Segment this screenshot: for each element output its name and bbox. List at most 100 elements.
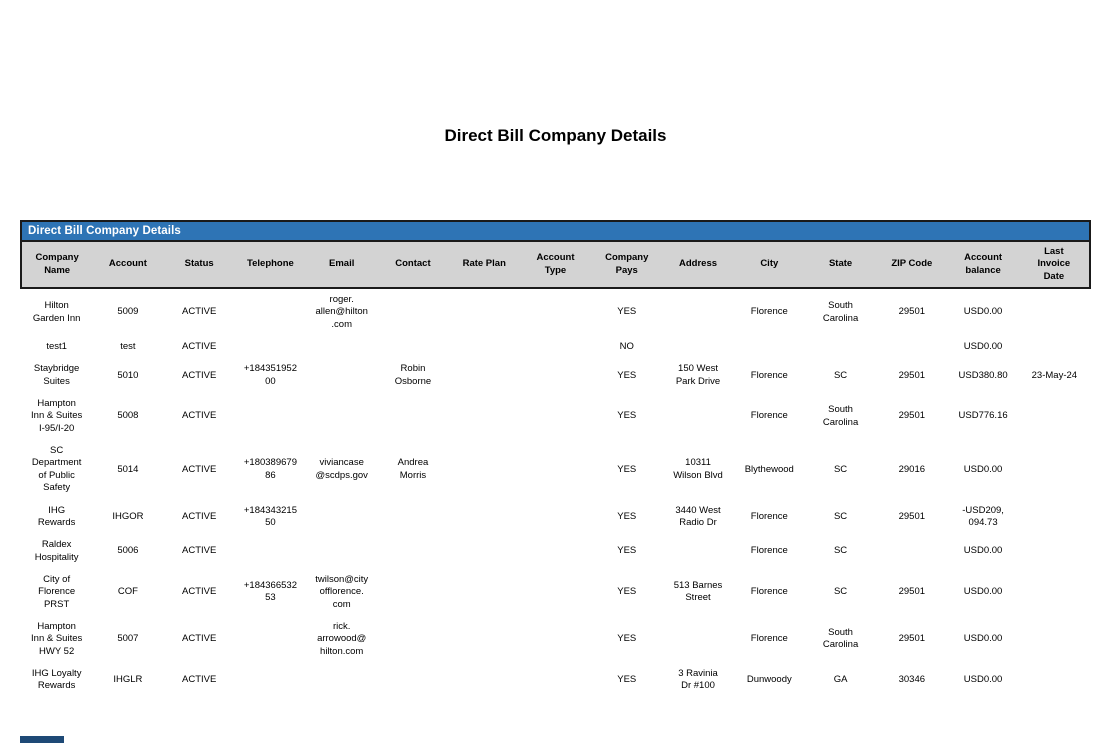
cell-status: ACTIVE [163, 534, 235, 569]
cell-rate_plan [448, 615, 520, 663]
table-row: Staybridge Suites 5010 ACTIVE +184351952 00… [21, 358, 1090, 394]
cell-company_pays: YES [591, 358, 663, 394]
cell-contact [377, 336, 449, 359]
cell-status: ACTIVE [163, 440, 235, 500]
cell-company_name: Hampton Inn & Suites I-95/I-20 [21, 393, 93, 441]
cell-city: Florence [733, 534, 805, 569]
cell-email: roger. allen@hilton .com [306, 288, 378, 337]
column-header-address: Address [662, 239, 734, 290]
cell-account_balance: -USD209, 094.73 [947, 499, 1019, 535]
cell-address [662, 288, 734, 337]
cell-state: SC [804, 534, 877, 569]
cell-account_balance: USD0.00 [947, 662, 1019, 698]
cell-city: Florence [733, 393, 805, 441]
cell-account_balance: USD776.16 [947, 393, 1019, 441]
cell-account: IHGOR [92, 499, 164, 535]
cell-company_pays: YES [591, 393, 663, 441]
cell-contact [377, 499, 449, 535]
cell-last_invoice_date: 23-May-24 [1018, 358, 1090, 394]
cell-rate_plan [448, 534, 520, 569]
cell-account_type [519, 568, 592, 616]
cell-company_pays: YES [591, 499, 663, 535]
cell-account_type [519, 440, 592, 500]
cell-account: 5007 [92, 615, 164, 663]
cell-telephone [234, 288, 307, 337]
cell-status: ACTIVE [163, 358, 235, 394]
cell-telephone: +184366532 53 [234, 568, 307, 616]
cell-state: SC [804, 358, 877, 394]
cell-company_name: Staybridge Suites [21, 358, 93, 394]
cell-city: Florence [733, 358, 805, 394]
table-row: IHG Loyalty Rewards IHGLR ACTIVE YES 3 Ravin… [21, 662, 1090, 698]
cell-rate_plan [448, 288, 520, 337]
cell-status: ACTIVE [163, 393, 235, 441]
cell-status: ACTIVE [163, 288, 235, 337]
cell-city: Blythewood [733, 440, 805, 500]
cell-account_type [519, 534, 592, 569]
cell-rate_plan [448, 440, 520, 500]
cell-last_invoice_date [1018, 393, 1090, 441]
cell-email: viviancase @scdps.gov [306, 440, 378, 500]
cell-address: 10311 Wilson Blvd [662, 440, 734, 500]
table-row: Raldex Hospitality 5006 ACTIVE YES Florence S… [21, 534, 1090, 569]
cell-zip_code [876, 336, 948, 359]
cell-telephone [234, 615, 307, 663]
cell-last_invoice_date [1018, 568, 1090, 616]
cell-company_pays: YES [591, 440, 663, 500]
cell-zip_code: 29501 [876, 393, 948, 441]
table-row: SC Department of Public Safety 5014 ACTIVE… [21, 440, 1090, 500]
cell-email: twilson@city offlorence. com [306, 568, 378, 616]
cell-email [306, 534, 378, 569]
cell-account_type [519, 615, 592, 663]
column-header-account_balance: Account balance [947, 239, 1019, 290]
cell-contact: Robin Osborne [377, 358, 449, 394]
column-header-email: Email [306, 239, 378, 290]
cell-company_name: test1 [21, 336, 93, 359]
cell-rate_plan [448, 568, 520, 616]
column-header-contact: Contact [377, 239, 449, 290]
cell-city [733, 336, 805, 359]
company-details-table: Company Name Account Status Telephone Email C… [19, 239, 1092, 698]
cell-company_pays: YES [591, 534, 663, 569]
cell-account_balance: USD0.00 [947, 534, 1019, 569]
cell-zip_code: 29501 [876, 615, 948, 663]
cell-telephone [234, 336, 307, 359]
cell-account_balance: USD0.00 [947, 288, 1019, 337]
cell-telephone [234, 662, 307, 698]
column-header-zip_code: ZIP Code [876, 239, 948, 290]
cell-email [306, 358, 378, 394]
cell-state [804, 336, 877, 359]
table-title-bar: Direct Bill Company Details [20, 220, 1091, 240]
cell-status: ACTIVE [163, 662, 235, 698]
cell-account: test [92, 336, 164, 359]
cell-company_name: SC Department of Public Safety [21, 440, 93, 500]
cell-telephone: +184351952 00 [234, 358, 307, 394]
cell-company_pays: YES [591, 568, 663, 616]
cell-account: 5014 [92, 440, 164, 500]
cell-company_name: Hampton Inn & Suites HWY 52 [21, 615, 93, 663]
cell-last_invoice_date [1018, 499, 1090, 535]
cell-state: SC [804, 568, 877, 616]
cell-rate_plan [448, 499, 520, 535]
cell-company_name: Hilton Garden Inn [21, 288, 93, 337]
table-row: Hilton Garden Inn 5009 ACTIVE roger. allen@… [21, 288, 1090, 337]
cell-state: SC [804, 499, 877, 535]
column-header-telephone: Telephone [234, 239, 307, 290]
cell-telephone: +180389679 86 [234, 440, 307, 500]
table-body: Hilton Garden Inn 5009 ACTIVE roger. allen@… [21, 288, 1090, 698]
cell-account_balance: USD0.00 [947, 568, 1019, 616]
cell-contact [377, 615, 449, 663]
cell-account: 5010 [92, 358, 164, 394]
cell-state: South Carolina [804, 288, 877, 337]
cell-company_name: IHG Loyalty Rewards [21, 662, 93, 698]
cell-city: Dunwoody [733, 662, 805, 698]
cell-account_balance: USD380.80 [947, 358, 1019, 394]
cell-company_pays: YES [591, 288, 663, 337]
direct-bill-report-table: Direct Bill Company Details Company Name… [19, 220, 1092, 698]
table-row: test1 test ACTIVE NO USD0.00 [21, 336, 1090, 359]
cell-address: 3440 West Radio Dr [662, 499, 734, 535]
cell-zip_code: 29016 [876, 440, 948, 500]
cell-city: Florence [733, 568, 805, 616]
cell-rate_plan [448, 336, 520, 359]
cell-account_balance: USD0.00 [947, 336, 1019, 359]
